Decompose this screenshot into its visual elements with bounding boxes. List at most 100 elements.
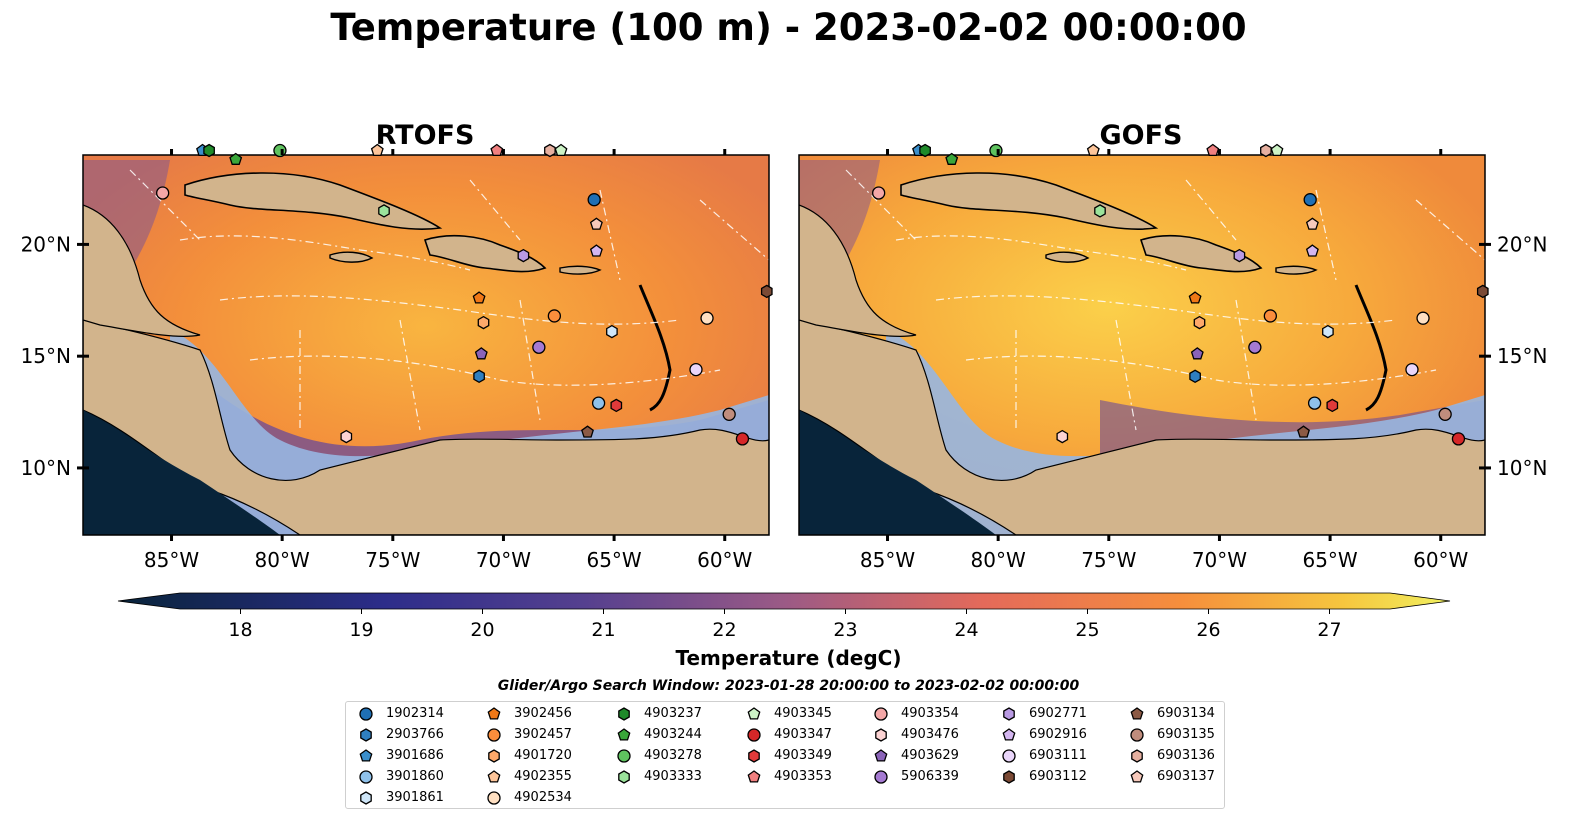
float-marker-6903135-rtofs	[722, 407, 736, 421]
legend-label: 4901720	[514, 748, 572, 763]
legend: 1902314 2903766 3901686 3901860 3901861 39024…	[345, 701, 1225, 809]
float-marker-4903244-rtofs	[229, 152, 243, 165]
colorbar-tick-label: 19	[349, 619, 373, 641]
colorbar-tick-label: 20	[470, 619, 494, 641]
float-marker-4903345-rtofs	[554, 143, 568, 157]
float-marker-6903111-rtofs	[689, 362, 703, 377]
float-marker-6903112-rtofs	[760, 284, 773, 299]
legend-item: 5906339	[873, 767, 959, 787]
land-pacific	[83, 410, 280, 535]
legend-item: 6902916	[1001, 725, 1087, 745]
legend-label: 6903136	[1157, 748, 1215, 763]
legend-label: 2903766	[386, 727, 444, 742]
y-tick-label: 15°N	[21, 344, 71, 368]
float-marker-6903136-gofs	[1260, 143, 1272, 158]
float-marker-3901860-rtofs	[591, 396, 606, 410]
legend-item: 4902534	[486, 788, 572, 808]
float-marker-6903134-gofs	[1297, 425, 1310, 438]
legend-label: 4903349	[774, 748, 832, 763]
float-marker-4903278-rtofs	[273, 143, 287, 158]
pentagon-marker-icon	[1130, 770, 1144, 783]
y-tick-label: 10°N	[1497, 456, 1547, 480]
colorbar-tick-label: 27	[1317, 619, 1341, 641]
legend-item: 6903135	[1129, 725, 1215, 745]
x-tick-label: 65°W	[1302, 548, 1357, 572]
float-marker-4902355-gofs	[1086, 143, 1100, 157]
float-markers	[156, 143, 1489, 446]
circle-marker-icon	[359, 770, 373, 784]
hexagon-marker-icon	[618, 770, 630, 784]
float-marker-4903353-gofs	[1206, 143, 1220, 157]
legend-item: 4903629	[873, 746, 959, 766]
legend-label: 4903278	[644, 748, 702, 763]
legend-item: 4903349	[746, 746, 832, 766]
float-marker-6903111-gofs	[1405, 362, 1419, 377]
hexagon-marker-icon	[875, 728, 887, 742]
map-figure: 85°W 80°W 75°W 70°W 65°W 60°W 20°N 15°N 10°N 85°W…	[21, 143, 1547, 641]
pentagon-marker-icon	[1130, 707, 1144, 720]
float-marker-4903354-gofs	[872, 186, 886, 200]
legend-item: 6903112	[1001, 767, 1087, 787]
hexagon-marker-icon	[1003, 707, 1015, 721]
float-marker-6903137-rtofs	[589, 217, 603, 230]
land-hispaniola	[423, 234, 547, 273]
float-marker-4903244-gofs	[945, 152, 959, 165]
colorbar-tick-label: 26	[1196, 619, 1220, 641]
legend-item: 1902314	[358, 704, 444, 724]
legend-label: 4902534	[514, 790, 572, 805]
axis-ticks: 85°W 80°W 75°W 70°W 65°W 60°W 20°N 15°N 10°N 85°W…	[21, 149, 1547, 572]
hexagon-marker-icon	[488, 749, 500, 763]
circle-marker-icon	[874, 770, 888, 784]
colorbar-body	[117, 592, 1451, 610]
gofs-map	[799, 155, 1485, 535]
float-marker-2903766-rtofs	[473, 369, 485, 384]
land-jamaica	[1045, 251, 1090, 263]
colorbar-tick-label: 25	[1075, 619, 1099, 641]
land-florida-yucatan	[799, 204, 917, 337]
legend-item: 4903333	[616, 767, 702, 787]
rtofs-map	[83, 155, 769, 535]
float-marker-4901720-rtofs	[477, 315, 490, 330]
float-marker-4902355-rtofs	[370, 143, 384, 157]
float-marker-3902456-gofs	[1188, 291, 1202, 304]
y-tick-label: 20°N	[1497, 232, 1547, 256]
hexagon-marker-icon	[618, 707, 630, 721]
legend-label: 6903135	[1157, 727, 1215, 742]
legend-label: 6903134	[1157, 706, 1215, 721]
pentagon-marker-icon	[874, 749, 888, 762]
float-marker-4903237-rtofs	[203, 143, 215, 158]
land-puerto-rico	[559, 265, 602, 275]
rtofs-frame	[82, 154, 770, 536]
hexagon-marker-icon	[360, 728, 372, 742]
pentagon-marker-icon	[617, 728, 631, 741]
legend-item: 2903766	[358, 725, 444, 745]
legend-item: 4903237	[616, 704, 702, 724]
land-pacific	[799, 410, 996, 535]
x-tick-label: 75°W	[1081, 548, 1136, 572]
eez-boundaries	[129, 169, 769, 431]
x-tick-label: 65°W	[586, 548, 641, 572]
float-marker-4903629-rtofs	[474, 347, 488, 360]
legend-title: Glider/Argo Search Window: 2023-01-28 20…	[497, 678, 1080, 694]
legend-label: 6903137	[1157, 769, 1215, 784]
pentagon-marker-icon	[747, 707, 761, 720]
gofs-panel-title: GOFS	[1099, 120, 1183, 151]
float-marker-6903112-gofs	[1476, 284, 1489, 299]
float-marker-3901861-gofs	[1322, 324, 1334, 339]
float-marker-4903349-rtofs	[610, 398, 623, 413]
rtofs-panel-title: RTOFS	[375, 120, 475, 151]
legend-label: 5906339	[901, 769, 959, 784]
land-central-america	[83, 319, 769, 535]
x-tick-label: 85°W	[144, 548, 199, 572]
float-marker-5906339-gofs	[1248, 340, 1262, 354]
circle-marker-icon	[487, 728, 501, 742]
colorbar-tick-label: 21	[591, 619, 615, 641]
pentagon-marker-icon	[487, 770, 501, 783]
float-marker-4903347-rtofs	[735, 432, 750, 446]
legend-label: 4903629	[901, 748, 959, 763]
legend-label: 4903347	[774, 727, 832, 742]
legend-label: 4903244	[644, 727, 702, 742]
y-tick-label: 15°N	[1497, 344, 1547, 368]
legend-label: 4903345	[774, 706, 832, 721]
legend-item: 4903347	[746, 725, 832, 745]
